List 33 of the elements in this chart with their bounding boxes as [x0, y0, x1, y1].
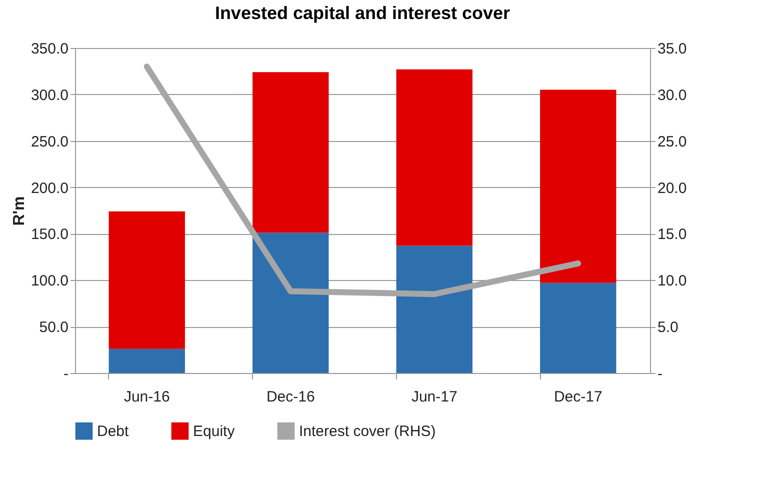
x-tick-label: Jun-16: [124, 388, 170, 406]
y-tick-label: 50.0: [39, 319, 68, 336]
bar: [252, 72, 329, 233]
y2-tick-label: 10.0: [658, 272, 687, 290]
x-tick-label: Jun-17: [411, 388, 458, 406]
y-tick-label: 300.0: [30, 86, 68, 104]
bar: [396, 69, 472, 246]
y-tick-label: 350.0: [30, 40, 68, 58]
x-tick-label: Dec-17: [554, 388, 602, 406]
legend-label: Debt: [97, 423, 130, 440]
y2-tick-label: -: [658, 366, 662, 382]
bar: [396, 246, 472, 373]
legend-label: Interest cover (RHS): [299, 423, 436, 440]
y-tick-label: -: [64, 366, 68, 382]
bar: [252, 232, 329, 373]
y2-tick-label: 15.0: [658, 226, 687, 244]
y2-tick-label: 35.0: [658, 40, 687, 58]
y2-tick-label: 30.0: [658, 86, 687, 104]
y-tick-label: 150.0: [30, 226, 68, 244]
y-tick-label: 250.0: [30, 133, 68, 150]
chart-title: Invested capital and interest cover: [214, 3, 510, 23]
y-axis-title: R'm: [10, 196, 28, 226]
legend-label: Equity: [193, 423, 236, 440]
bar: [108, 348, 185, 373]
y-tick-label: 200.0: [30, 180, 68, 197]
x-tick-label: Dec-16: [266, 388, 315, 406]
bar: [108, 211, 185, 349]
y-tick-label: 100.0: [30, 272, 68, 290]
y2-tick-label: 20.0: [658, 180, 687, 197]
y2-tick-label: 5.0: [658, 319, 678, 336]
bar: [540, 282, 616, 373]
y2-tick-label: 25.0: [658, 133, 687, 150]
bar: [540, 90, 616, 283]
